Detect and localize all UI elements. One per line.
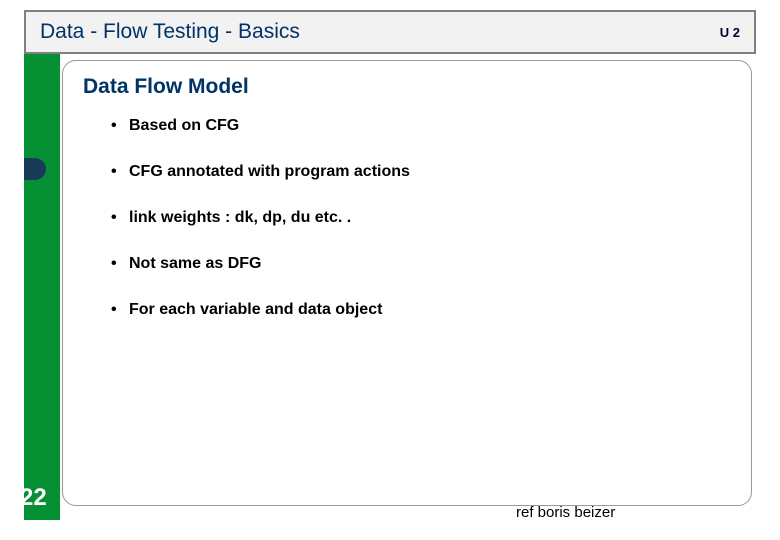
reference-text: ref boris beizer <box>516 505 615 520</box>
bullet-list: Based on CFG CFG annotated with program … <box>83 117 731 319</box>
title-bar: Data - Flow Testing - Basics U 2 <box>24 10 756 54</box>
slide-title: Data - Flow Testing - Basics <box>40 20 720 44</box>
unit-label: U 2 <box>720 25 740 40</box>
sidebar-decoration <box>24 158 46 180</box>
sidebar-strip <box>24 10 60 520</box>
bullet-item: CFG annotated with program actions <box>111 163 731 181</box>
page-number: 22 <box>20 484 47 512</box>
slide: Data - Flow Testing - Basics U 2 Data Fl… <box>24 10 756 520</box>
bullet-item: Based on CFG <box>111 117 731 135</box>
content-card: Data Flow Model Based on CFG CFG annotat… <box>62 60 752 506</box>
bullet-item: link weights : dk, dp, du etc. . <box>111 209 731 227</box>
bullet-item: Not same as DFG <box>111 255 731 273</box>
section-title: Data Flow Model <box>83 75 731 99</box>
bullet-item: For each variable and data object <box>111 301 731 319</box>
